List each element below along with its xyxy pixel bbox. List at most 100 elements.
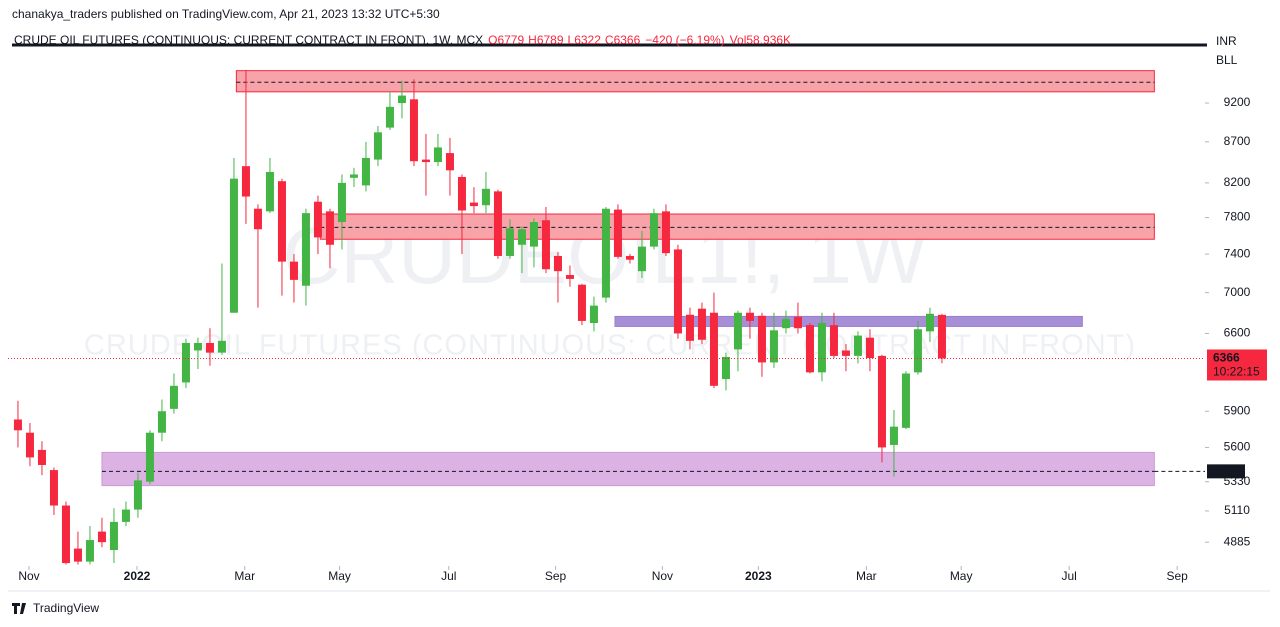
legend-high: H6789 — [528, 33, 564, 47]
candle-body — [49, 470, 58, 506]
countdown: 10:22:15 — [1213, 365, 1260, 379]
candle-body — [325, 211, 334, 245]
candle-body — [85, 540, 94, 562]
candle-body — [313, 201, 322, 238]
candle-body — [853, 335, 862, 356]
candle-body — [685, 314, 694, 341]
candle-body — [301, 213, 310, 286]
candle-body — [733, 312, 742, 350]
candle-body — [913, 329, 922, 373]
candle-body — [601, 208, 610, 298]
zone — [101, 451, 1155, 487]
candle-body — [181, 342, 190, 383]
candle-body — [613, 209, 622, 257]
x-tick-label: Sep — [545, 569, 567, 583]
x-tick-label: Jul — [441, 569, 456, 583]
y-tick-label: 8200 — [1224, 175, 1251, 189]
legend-title: CRUDE OIL FUTURES (CONTINUOUS: CURRENT C… — [14, 33, 483, 47]
candle-body — [169, 385, 178, 409]
x-tick-label: 2023 — [745, 569, 772, 583]
candle-body — [133, 480, 142, 510]
zone — [614, 315, 1083, 327]
y-tick-label: 9200 — [1224, 95, 1251, 109]
candle-body — [217, 340, 226, 353]
y-tick-label: 7000 — [1224, 285, 1251, 299]
candle-body — [925, 313, 934, 332]
candle-body — [889, 426, 898, 445]
level-label: 5410 — [1213, 464, 1240, 478]
candle-body — [349, 174, 358, 178]
x-tick-label: 2022 — [124, 569, 151, 583]
candle-body — [577, 284, 586, 321]
legend-change: −420 (−6.19%) — [645, 33, 724, 47]
candle-body — [757, 315, 766, 363]
candle-body — [493, 191, 502, 256]
candle-body — [25, 432, 34, 458]
candle-body — [13, 419, 22, 431]
y-tick-label: 5900 — [1224, 403, 1251, 417]
candle-body — [505, 228, 514, 256]
candle-body — [229, 178, 238, 313]
candle-body — [661, 211, 670, 254]
candle-body — [937, 314, 946, 359]
candle-body — [457, 176, 466, 211]
candle-body — [289, 261, 298, 280]
candle-body — [865, 337, 874, 359]
candle-body — [637, 246, 646, 272]
candle-body — [817, 323, 826, 373]
legend-open: O6779 — [488, 33, 524, 47]
zone — [319, 213, 1155, 240]
candle-body — [649, 213, 658, 247]
last-price-label: 6366 — [1213, 351, 1240, 365]
y-tick-label: 5110 — [1224, 503, 1250, 517]
candle-body — [277, 181, 286, 262]
candle-body — [433, 147, 442, 163]
legend-volume: Vol58.936K — [730, 33, 791, 47]
y-tick-label: 7400 — [1224, 246, 1251, 260]
y-tick-label: 8700 — [1224, 134, 1251, 148]
candle-body — [205, 342, 214, 353]
y-tick-label: 5600 — [1224, 440, 1251, 454]
plot — [8, 69, 1205, 565]
candle-body — [805, 325, 814, 373]
unit: BLL — [1216, 53, 1238, 67]
candle-body — [841, 350, 850, 356]
currency: INR — [1216, 34, 1237, 48]
legend-low: L6322 — [568, 33, 602, 47]
candle-body — [421, 159, 430, 163]
x-tick-label: May — [950, 569, 973, 583]
candle-body — [409, 99, 418, 162]
candle-body — [121, 509, 130, 522]
candle-body — [253, 208, 262, 230]
x-tick-label: Mar — [234, 569, 255, 583]
candle-body — [157, 411, 166, 433]
candle-body — [793, 316, 802, 329]
legend: CRUDE OIL FUTURES (CONTINUOUS: CURRENT C… — [14, 33, 791, 47]
publisher: chanakya_traders published on TradingVie… — [12, 7, 440, 21]
brand: TradingView — [33, 601, 99, 615]
candle-body — [769, 330, 778, 363]
candle-body — [781, 318, 790, 329]
candle-body — [673, 249, 682, 334]
candle-body — [73, 548, 82, 562]
candle-body — [901, 373, 910, 428]
x-tick-label: Nov — [652, 569, 673, 583]
candle-body — [145, 432, 154, 482]
x-tick-label: Jul — [1061, 569, 1076, 583]
candle-body — [589, 305, 598, 324]
candle-body — [97, 531, 106, 543]
candle-body — [877, 355, 886, 448]
candle-body — [361, 157, 370, 186]
candle-body — [469, 202, 478, 207]
y-tick-label: 7800 — [1224, 210, 1251, 224]
candle-body — [829, 325, 838, 356]
candle-body — [337, 182, 346, 223]
x-tick-label: May — [328, 569, 351, 583]
candle-body — [109, 521, 118, 551]
y-tick-label: 4885 — [1224, 534, 1251, 548]
candle-body — [697, 308, 706, 340]
candle-body — [529, 222, 538, 247]
